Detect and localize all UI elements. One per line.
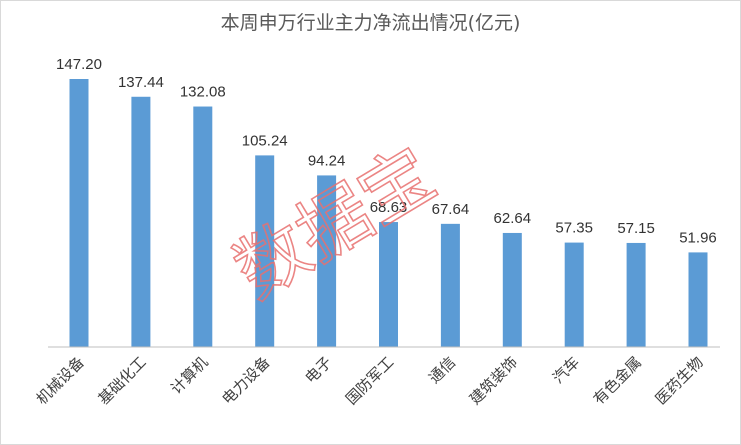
bar-8 [502, 232, 522, 347]
bar-3 [193, 106, 213, 347]
category-label-11: 医药生物 [652, 353, 707, 408]
bar-9 [564, 242, 584, 347]
bar-6 [379, 222, 398, 347]
value-label-7: 67.64 [432, 201, 470, 218]
category-label-6: 国防军工 [342, 353, 397, 408]
value-label-10: 57.15 [617, 220, 655, 237]
value-label-3: 132.08 [180, 84, 226, 101]
value-label-8: 62.64 [494, 210, 532, 227]
chart-title: 本周申万行业主力净流出情况(亿元) [220, 12, 521, 34]
value-label-4: 105.24 [242, 132, 288, 149]
bar-2 [131, 96, 151, 347]
category-label-8: 建筑装饰 [466, 353, 521, 408]
category-label-2: 基础化工 [95, 353, 150, 408]
category-label-9: 汽车 [549, 353, 583, 387]
value-label-2: 137.44 [118, 74, 164, 91]
value-label-6: 68.63 [370, 199, 408, 216]
value-label-1: 147.20 [56, 56, 102, 73]
category-label-4: 电力设备 [218, 353, 273, 408]
bar-5 [317, 175, 337, 347]
value-label-11: 51.96 [679, 229, 717, 246]
bars-group [69, 79, 708, 347]
category-label-5: 电子 [301, 353, 335, 387]
category-label-10: 有色金属 [590, 353, 645, 408]
value-label-9: 57.35 [555, 220, 593, 237]
category-labels-group: 机械设备 基础化工 计算机 电力设备 电子 国防军工 通信 建筑装饰 汽车 有色金属 医药生物 [33, 353, 707, 408]
bar-10 [626, 242, 646, 347]
bar-7 [440, 223, 460, 347]
category-label-7: 通信 [425, 353, 459, 387]
value-labels-group: 147.20 137.44 132.08 105.24 94.24 68.63 67.64 6… [56, 56, 717, 246]
category-label-3: 计算机 [167, 353, 212, 398]
bar-4 [255, 155, 275, 347]
value-label-5: 94.24 [308, 152, 346, 169]
category-label-1: 机械设备 [33, 353, 88, 408]
bar-11 [688, 252, 708, 347]
bar-1 [69, 79, 89, 347]
